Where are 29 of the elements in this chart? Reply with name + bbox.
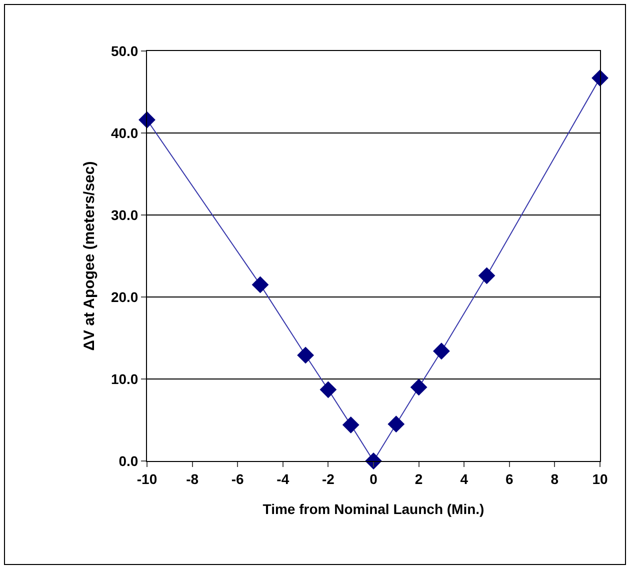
y-tick-label: 0.0 <box>118 452 138 469</box>
point <box>478 267 496 284</box>
x-tick-label: 2 <box>414 470 423 487</box>
x-tick-label: -10 <box>136 470 158 487</box>
x-tick-label: 10 <box>592 470 608 487</box>
point <box>592 70 608 87</box>
y-tick-label: 50.0 <box>110 42 138 59</box>
x-tick-label: 0 <box>370 470 378 487</box>
x-axis-title: Time from Nominal Launch (Min.) <box>262 501 484 518</box>
point <box>342 416 360 434</box>
x-tick-label: -6 <box>231 470 244 487</box>
y-tick-label: 20.0 <box>110 288 138 305</box>
y-axis-title: ΔV at Apogee (meters/sec) <box>81 161 98 351</box>
point <box>297 346 314 364</box>
point <box>388 416 405 433</box>
x-tick-label: -2 <box>322 470 335 487</box>
point <box>433 342 450 360</box>
point <box>320 381 337 398</box>
x-tick-label: -4 <box>276 470 290 487</box>
x-tick-label: -8 <box>186 470 199 487</box>
point <box>252 276 269 294</box>
y-tick-label: 10.0 <box>110 370 138 387</box>
point <box>410 378 428 396</box>
y-tick-label: 40.0 <box>110 124 138 141</box>
point <box>138 111 156 128</box>
y-tick-label: 30.0 <box>110 206 138 223</box>
x-tick-label: 6 <box>506 470 514 487</box>
x-tick-label: 8 <box>550 470 559 487</box>
x-tick-label: 4 <box>460 470 468 487</box>
